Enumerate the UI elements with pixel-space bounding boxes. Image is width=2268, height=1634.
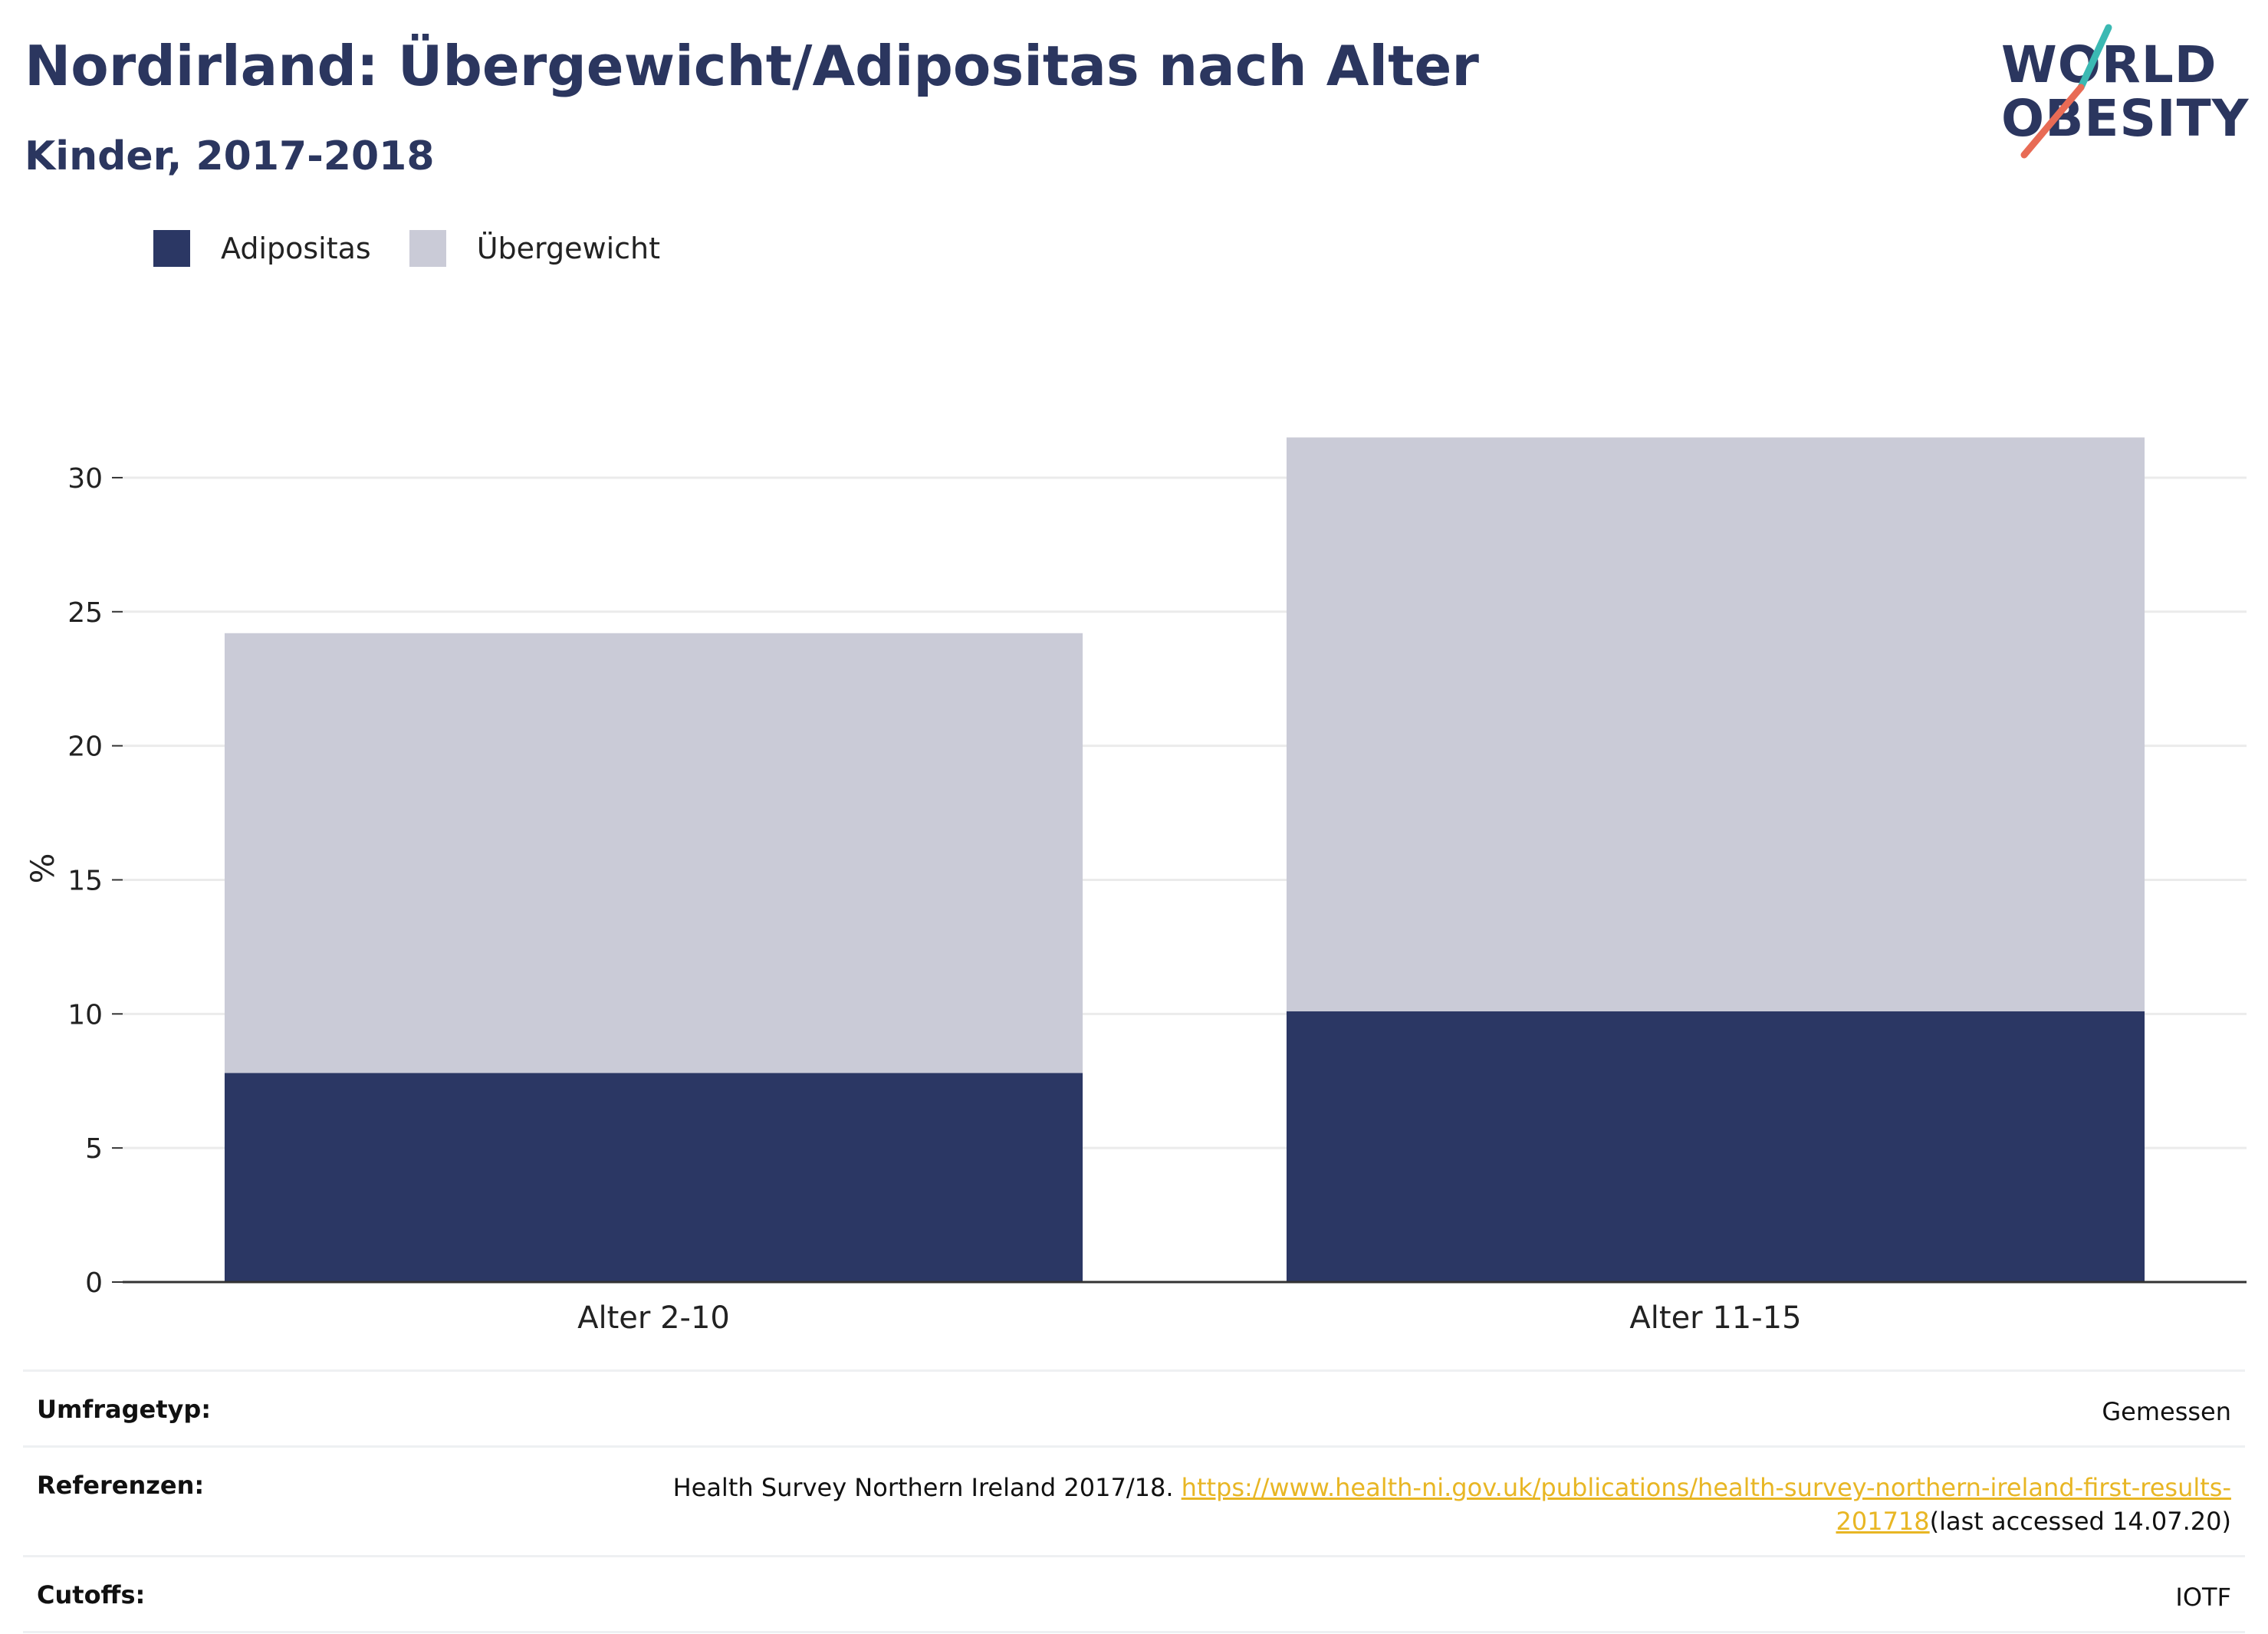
references-suffix: (last accessed 14.07.20) [1929, 1507, 2231, 1536]
legend-label-uebergewicht: Übergewicht [476, 232, 660, 265]
y-tick-label: 5 [85, 1133, 103, 1165]
info-row-cutoffs: Cutoffs: IOTF [23, 1555, 2245, 1633]
info-row-survey-type: Umfragetyp: Gemessen [23, 1369, 2245, 1445]
y-tick-label: 0 [85, 1267, 103, 1299]
y-axis-label: % [24, 853, 61, 884]
y-tick-label: 10 [67, 999, 103, 1031]
y-tick-label: 30 [67, 463, 103, 495]
references-link[interactable]: https://www.health-ni.gov.uk/publication… [1181, 1473, 2231, 1536]
page-subtitle: Kinder, 2017-2018 [25, 133, 435, 179]
legend-item-adipositas: Adipositas [153, 230, 371, 267]
bar-uebergewicht [224, 633, 1083, 1073]
y-tick-label: 25 [67, 597, 103, 629]
world-obesity-logo: WORLD OBESITY [2001, 23, 2254, 161]
info-table: Umfragetyp: Gemessen Referenzen: Health … [23, 1369, 2245, 1633]
legend-swatch-adipositas [153, 230, 190, 267]
references-value: Health Survey Northern Ireland 2017/18. … [598, 1471, 2231, 1538]
bar-uebergewicht [1286, 437, 2145, 1011]
survey-type-label: Umfragetyp: [37, 1395, 212, 1424]
bar-adipositas [224, 1073, 1083, 1282]
x-category-label: Alter 11-15 [1629, 1300, 1801, 1336]
bar-adipositas [1286, 1011, 2145, 1282]
bar-chart: 0 5 10 15 20 25 30% Alter 2-10 Alter 11-15 [24, 437, 2247, 1336]
chart-legend: Adipositas Übergewicht [153, 227, 698, 270]
info-row-references: Referenzen: Health Survey Northern Irela… [23, 1445, 2245, 1555]
x-category-label: Alter 2-10 [577, 1300, 730, 1336]
cutoffs-label: Cutoffs: [37, 1580, 146, 1609]
logo-slash-icon [2020, 24, 2112, 159]
legend-item-uebergewicht: Übergewicht [409, 230, 660, 267]
legend-swatch-uebergewicht [409, 230, 446, 267]
cutoffs-value: IOTF [2175, 1583, 2231, 1612]
y-tick-label: 20 [67, 732, 103, 763]
references-label: Referenzen: [37, 1471, 205, 1500]
logo-line-1: WORLD [2001, 35, 2217, 94]
page-title: Nordirland: Übergewicht/Adipositas nach … [25, 34, 1479, 98]
survey-type-value: Gemessen [2102, 1397, 2231, 1426]
y-tick-label: 15 [67, 865, 103, 896]
references-text: Health Survey Northern Ireland 2017/18. [672, 1473, 1182, 1502]
legend-label-adipositas: Adipositas [221, 232, 371, 265]
